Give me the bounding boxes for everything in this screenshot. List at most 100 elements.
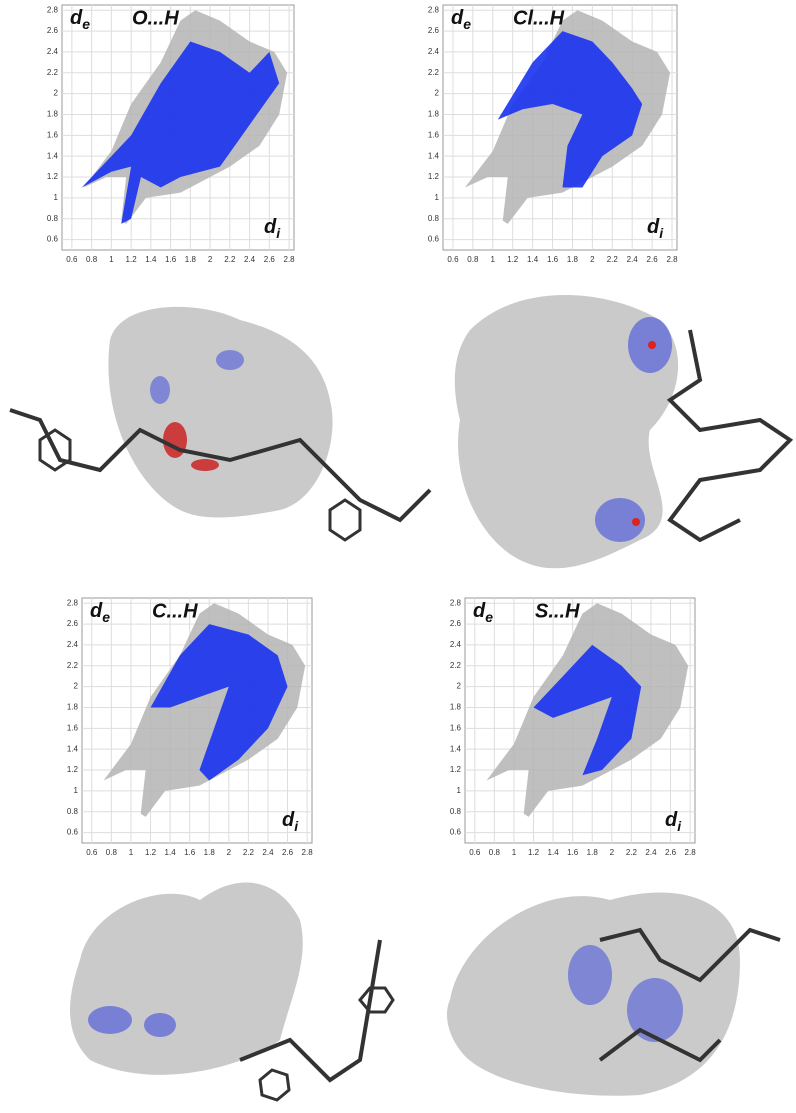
x-tick-label: 2.2 [626,848,638,857]
y-axis-label-subscript: e [102,609,110,625]
x-tick-label: 0.6 [66,255,78,264]
y-tick-label: 0.6 [450,828,462,837]
fingerprint-plot: 0.6 0.8 1 1.2 1.4 1.6 1.8 2 2.2 2.4 2.6 2.8 0.6 0.8 1 1… [450,597,697,857]
y-axis-label-subscript: e [82,16,90,32]
x-tick-label: 1.2 [507,255,519,264]
y-tick-label: 1.4 [47,151,59,160]
x-tick-label: 1.8 [567,255,579,264]
chart-title: C...H [152,600,198,622]
x-tick-label: 1.6 [165,255,177,264]
fingerprint-plot: 0.6 0.8 1 1.2 1.4 1.6 1.8 2 2.2 2.4 2.6 2.8 0.6 0.8 1 1… [67,597,314,857]
x-tick-label: 2.4 [627,255,639,264]
y-tick-label: 2.2 [67,661,79,670]
y-tick-label: 2.6 [428,26,440,35]
x-tick-label: 2.2 [224,255,236,264]
x-tick-label: 2.8 [302,848,314,857]
x-tick-label: 1.4 [527,255,539,264]
y-tick-label: 0.6 [428,235,440,244]
x-tick-label: 1.4 [548,848,560,857]
y-axis-label-symbol: d [90,600,103,622]
x-tick-label: 1.8 [587,848,599,857]
x-axis-label-symbol: d [647,216,660,238]
surface-oh [9,306,432,542]
y-tick-label: 0.8 [67,807,79,816]
x-tick-label: 2 [227,848,232,857]
y-tick-label: 2.4 [450,640,462,649]
x-tick-label: 2.2 [607,255,619,264]
x-tick-label: 1.4 [145,255,157,264]
chart-title: O...H [132,7,179,29]
x-tick-label: 2.8 [666,255,678,264]
x-tick-label: 1.6 [547,255,559,264]
y-tick-label: 1.6 [428,130,440,139]
x-tick-label: 0.8 [106,848,118,857]
x-tick-label: 0.6 [86,848,98,857]
x-tick-label: 2.8 [284,255,296,264]
y-axis-label: de [473,600,493,624]
y-tick-label: 1 [435,193,440,202]
x-tick-label: 2.4 [244,255,256,264]
chart-title: S...H [535,600,580,622]
x-tick-label: 1.8 [185,255,197,264]
x-axis-label-subscript: i [677,818,682,834]
x-tick-label: 1 [512,848,517,857]
x-tick-label: 0.8 [489,848,501,857]
x-tick-label: 1 [109,255,114,264]
y-axis-label-subscript: e [485,609,493,625]
fingerprint-region [150,624,288,781]
x-tick-label: 2.2 [243,848,255,857]
y-axis-label-symbol: d [473,600,486,622]
fingerprint-region [486,603,689,817]
chart-title: Cl...H [513,7,565,29]
y-tick-label: 0.6 [47,235,59,244]
y-tick-label: 1.8 [47,110,59,119]
x-axis-label-subscript: i [294,818,299,834]
fingerprint-region [533,644,642,776]
y-axis-label-symbol: d [451,7,464,29]
x-tick-label: 0.6 [469,848,481,857]
x-tick-label: 2.8 [685,848,697,857]
x-axis-label-subscript: i [659,225,664,241]
x-tick-label: 2 [208,255,213,264]
x-tick-label: 0.8 [467,255,479,264]
y-tick-label: 2.8 [428,5,440,14]
y-tick-label: 2.2 [450,661,462,670]
x-axis-label: di [647,216,664,240]
y-tick-label: 2.4 [428,47,440,56]
y-axis-label-symbol: d [70,7,83,29]
x-tick-label: 1.6 [184,848,196,857]
y-tick-label: 0.8 [47,214,59,223]
y-tick-label: 1.8 [67,703,79,712]
y-tick-label: 1.4 [428,151,440,160]
y-tick-label: 1.2 [67,765,79,774]
fingerprint-plot: 0.6 0.8 1 1.2 1.4 1.6 1.8 2 2.2 2.4 2.6 2.8 0.6 0.8 1 1… [428,4,678,264]
x-axis-label-symbol: d [282,809,295,831]
y-tick-label: 1.8 [450,703,462,712]
y-tick-label: 2 [74,682,79,691]
x-axis-label: di [665,809,682,833]
x-tick-label: 1.6 [567,848,579,857]
x-tick-label: 2.4 [645,848,657,857]
y-tick-label: 1 [74,786,79,795]
y-tick-label: 2 [54,89,59,98]
x-axis-label: di [264,216,281,240]
y-tick-label: 2.2 [428,68,440,77]
x-tick-label: 2.6 [647,255,659,264]
x-tick-label: 1.2 [126,255,138,264]
fingerprint-region [497,31,643,188]
surface-sh [447,892,781,1096]
y-axis-label-subscript: e [463,16,471,32]
y-axis-label: de [451,7,471,31]
y-tick-label: 1.6 [47,130,59,139]
y-tick-label: 1.6 [67,723,79,732]
y-tick-label: 0.6 [67,828,79,837]
y-axis-label: de [90,600,110,624]
y-tick-label: 2.8 [47,5,59,14]
x-axis-label-symbol: d [665,809,678,831]
y-tick-label: 1.4 [450,744,462,753]
y-tick-label: 1.2 [428,172,440,181]
x-axis-label-symbol: d [264,216,277,238]
x-tick-label: 2.4 [262,848,274,857]
y-tick-label: 0.8 [450,807,462,816]
